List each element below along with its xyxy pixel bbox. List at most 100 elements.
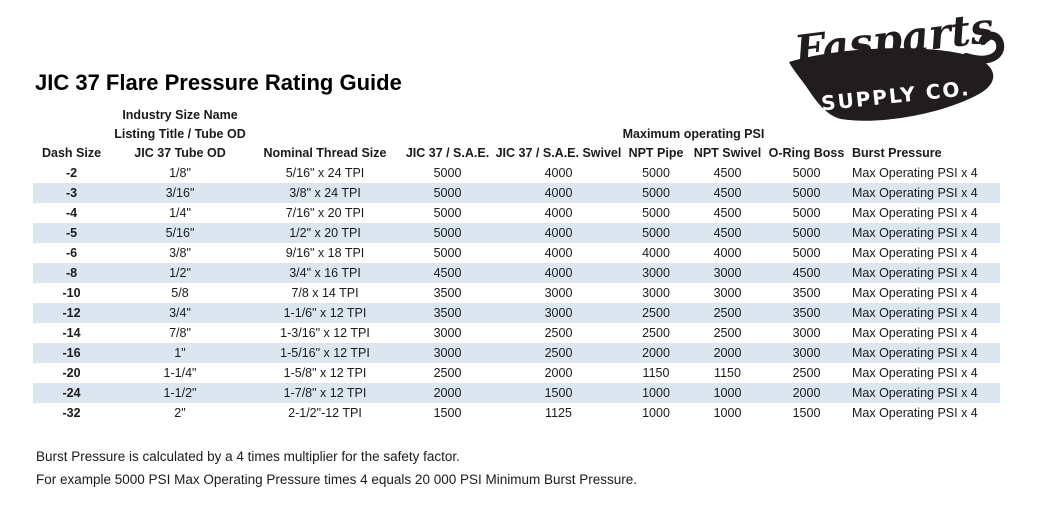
- cell: 5/16" x 24 TPI: [285, 166, 365, 180]
- cell: -8: [65, 266, 78, 280]
- cell: 4000: [713, 246, 742, 260]
- cell: 7/8 x 14 TPI: [291, 286, 359, 300]
- column-header: Dash Size: [41, 146, 102, 160]
- cell: Max Operating PSI x 4: [852, 406, 978, 420]
- column-header: JIC 37 / S.A.E. Swivel: [495, 146, 622, 160]
- cell: 3000: [433, 346, 462, 360]
- cell: 3000: [544, 286, 573, 300]
- cell: 3500: [433, 286, 462, 300]
- cell: 2000: [642, 346, 670, 360]
- cell: 4000: [544, 266, 573, 280]
- column-header: JIC 37 / S.A.E.: [405, 146, 490, 160]
- cell: 5000: [433, 206, 462, 220]
- cell: 4000: [642, 246, 670, 260]
- table-row: -5 5/16" 1/2" x 20 TPI 5000 4000 5000 4500 5000…: [33, 223, 1000, 243]
- cell: 2-1/2"-12 TPI: [288, 406, 362, 420]
- cell: 2000: [792, 386, 821, 400]
- cell: 4000: [544, 226, 573, 240]
- cell: Max Operating PSI x 4: [852, 226, 978, 240]
- cell: 2000: [713, 346, 742, 360]
- page-title: JIC 37 Flare Pressure Rating Guide: [35, 70, 402, 95]
- cell: 4500: [792, 266, 821, 280]
- table-row: -8 1/2" 3/4" x 16 TPI 4500 4000 3000 3000 4500 M…: [33, 263, 1000, 283]
- cell: 4500: [713, 206, 742, 220]
- cell: 1/2" x 20 TPI: [289, 226, 361, 240]
- cell: 3/8": [169, 246, 191, 260]
- rating-table-body: -2 1/8" 5/16" x 24 TPI 5000 4000 5000 4500 5000…: [33, 163, 1000, 423]
- cell: 3/16": [165, 186, 195, 200]
- cell: Max Operating PSI x 4: [852, 286, 978, 300]
- cell: 2500: [713, 306, 742, 320]
- cell: 4000: [544, 206, 573, 220]
- cell: 5000: [433, 246, 462, 260]
- cell: 3000: [713, 266, 742, 280]
- table-row: -2 1/8" 5/16" x 24 TPI 5000 4000 5000 4500 5000…: [33, 163, 1000, 183]
- cell: 2000: [433, 386, 462, 400]
- cell: 3000: [642, 286, 670, 300]
- cell: 1500: [792, 406, 821, 420]
- cell: 3000: [642, 266, 670, 280]
- cell: 4000: [544, 166, 573, 180]
- cell: 5000: [642, 186, 670, 200]
- cell: 5000: [642, 206, 670, 220]
- cell: 2": [174, 406, 186, 420]
- cell: 5000: [433, 186, 462, 200]
- cell: 2500: [642, 306, 670, 320]
- cell: 3500: [433, 306, 462, 320]
- cell: 5000: [642, 166, 670, 180]
- cell: -4: [65, 206, 78, 220]
- cell: 2500: [544, 346, 573, 360]
- cell: 5000: [792, 246, 821, 260]
- cell: 4500: [713, 226, 742, 240]
- cell: 1-1/6" x 12 TPI: [283, 306, 367, 320]
- cell: 2500: [544, 326, 573, 340]
- cell: 3/8" x 24 TPI: [289, 186, 361, 200]
- cell: 1-1/4": [163, 366, 197, 380]
- cell: 3000: [544, 306, 573, 320]
- cell: -10: [62, 286, 81, 300]
- rating-table: Industry Size Name Listing Title / Tube …: [33, 106, 1000, 423]
- column-header: Nominal Thread Size: [263, 146, 387, 160]
- cell: -6: [65, 246, 78, 260]
- logo-swoosh-shape: [789, 48, 994, 121]
- table-row: -3 3/16" 3/8" x 24 TPI 5000 4000 5000 4500 5000…: [33, 183, 1000, 203]
- cell: 1": [174, 346, 186, 360]
- fasparts-logo-graphic: Fasparts SUPPLY CO.: [789, 3, 1005, 121]
- cell: -20: [62, 366, 81, 380]
- listing-title-label: Listing Title / Tube OD: [114, 127, 246, 141]
- cell: 5000: [792, 166, 821, 180]
- cell: 3000: [433, 326, 462, 340]
- fasparts-logo: Fasparts SUPPLY CO.: [783, 2, 1007, 126]
- cell: 1-3/16" x 12 TPI: [280, 326, 370, 340]
- cell: 5000: [792, 206, 821, 220]
- cell: Max Operating PSI x 4: [852, 166, 978, 180]
- cell: 1/4": [169, 206, 191, 220]
- logo-tail-curl: [962, 31, 1005, 64]
- cell: 4000: [544, 186, 573, 200]
- cell: 2000: [544, 366, 573, 380]
- cell: Max Operating PSI x 4: [852, 186, 978, 200]
- cell: Max Operating PSI x 4: [852, 366, 978, 380]
- cell: 1/2": [169, 266, 191, 280]
- cell: 5/8: [171, 286, 189, 300]
- column-header: NPT Pipe: [628, 146, 684, 160]
- cell: 1500: [433, 406, 462, 420]
- cell: -3: [65, 186, 78, 200]
- cell: 1/8": [169, 166, 191, 180]
- column-header: NPT Swivel: [693, 146, 762, 160]
- cell: Max Operating PSI x 4: [852, 266, 978, 280]
- cell: Max Operating PSI x 4: [852, 306, 978, 320]
- cell: 4000: [544, 246, 573, 260]
- cell: Max Operating PSI x 4: [852, 346, 978, 360]
- cell: 2500: [713, 326, 742, 340]
- cell: -16: [62, 346, 81, 360]
- cell: 1150: [642, 366, 670, 380]
- cell: Max Operating PSI x 4: [852, 326, 978, 340]
- cell: 1000: [713, 406, 742, 420]
- cell: 3000: [792, 346, 821, 360]
- cell: 1000: [642, 406, 670, 420]
- cell: 2500: [433, 366, 462, 380]
- cell: Max Operating PSI x 4: [852, 206, 978, 220]
- cell: 1-1/2": [163, 386, 197, 400]
- footnote-line-2: For example 5000 PSI Max Operating Press…: [36, 472, 638, 487]
